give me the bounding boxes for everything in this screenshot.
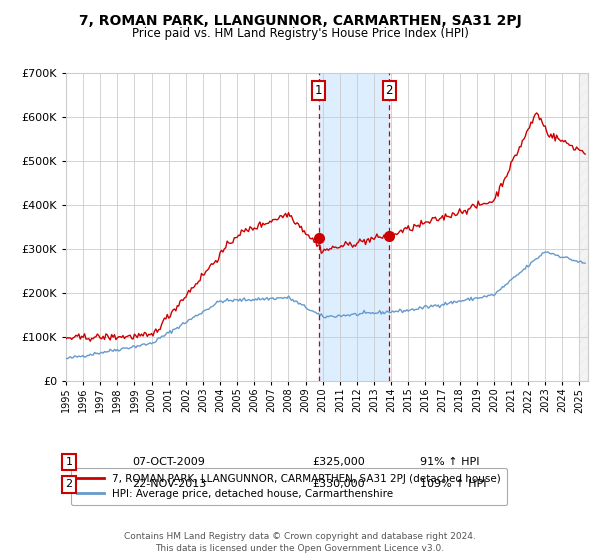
Text: 91% ↑ HPI: 91% ↑ HPI: [420, 457, 479, 467]
Text: 07-OCT-2009: 07-OCT-2009: [132, 457, 205, 467]
Text: 7, ROMAN PARK, LLANGUNNOR, CARMARTHEN, SA31 2PJ: 7, ROMAN PARK, LLANGUNNOR, CARMARTHEN, S…: [79, 14, 521, 28]
Legend: 7, ROMAN PARK, LLANGUNNOR, CARMARTHEN, SA31 2PJ (detached house), HPI: Average p: 7, ROMAN PARK, LLANGUNNOR, CARMARTHEN, S…: [71, 468, 507, 505]
Text: 2: 2: [386, 83, 393, 96]
Text: 109% ↑ HPI: 109% ↑ HPI: [420, 479, 487, 489]
Text: £330,000: £330,000: [312, 479, 365, 489]
Text: Price paid vs. HM Land Registry's House Price Index (HPI): Price paid vs. HM Land Registry's House …: [131, 27, 469, 40]
Text: 1: 1: [65, 457, 73, 467]
Text: 1: 1: [315, 83, 323, 96]
Bar: [319, 73, 389, 381]
Text: £325,000: £325,000: [312, 457, 365, 467]
Text: Contains HM Land Registry data © Crown copyright and database right 2024.
This d: Contains HM Land Registry data © Crown c…: [124, 533, 476, 553]
Text: 2: 2: [65, 479, 73, 489]
Text: 22-NOV-2013: 22-NOV-2013: [132, 479, 206, 489]
Bar: [580, 73, 588, 381]
